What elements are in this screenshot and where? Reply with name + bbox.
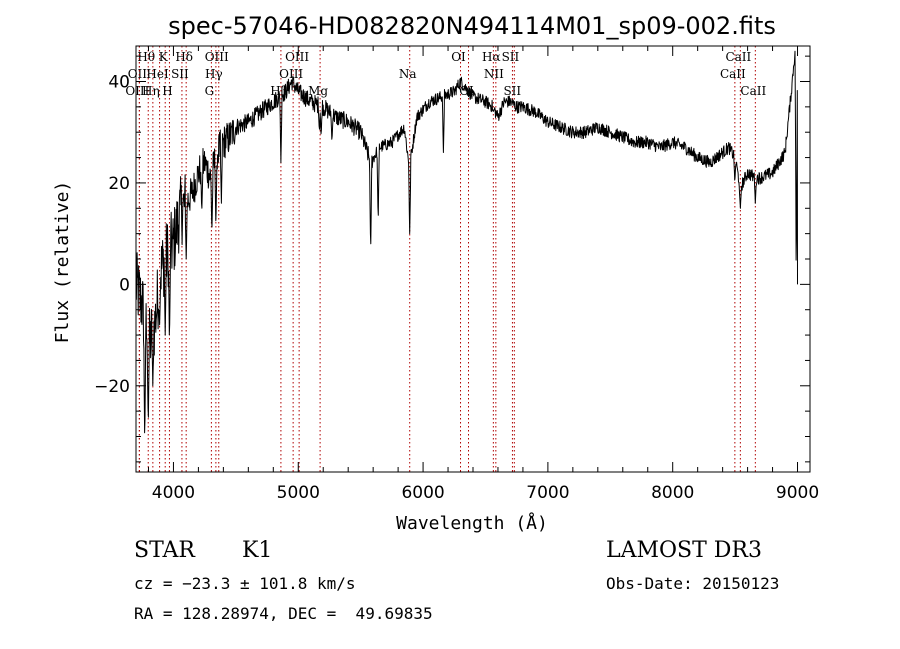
- axis-ticks: 4000 5000 6000 7000 8000 9000 −20 0 20 40: [94, 46, 819, 503]
- spectral-line-label-0: Hθ: [137, 50, 155, 64]
- subclass: K1: [242, 538, 273, 563]
- spectral-line-label-14: OIII: [279, 67, 303, 81]
- spectral-line-label-23: CaII: [725, 50, 751, 64]
- spectral-line-label-15: Mg: [308, 84, 328, 98]
- spectral-line-label-11: G: [205, 84, 215, 98]
- spectral-line-label-7: Hδ: [175, 50, 193, 64]
- x-tick-label-2: 6000: [401, 483, 444, 503]
- spectral-line-label-19: Hα: [482, 50, 501, 64]
- coordinates: RA = 128.28974, DEC = 49.69835: [134, 604, 433, 623]
- spectrum-curve: [135, 50, 798, 434]
- spectral-line-label-13: OIII: [285, 50, 309, 64]
- spectral-line-label-3: K: [159, 50, 169, 64]
- survey-name: LAMOST DR3: [606, 538, 762, 563]
- spectral-line-label-5: HeI: [146, 67, 169, 81]
- spectral-line-label-22: SII: [503, 84, 521, 98]
- spectral-line-label-24: CaII: [720, 67, 746, 81]
- spectral-line-label-21: SII: [502, 50, 520, 64]
- redshift-cz: cz = −23.3 ± 101.8 km/s: [134, 574, 356, 593]
- spectral-line-label-2: OIII: [125, 84, 149, 98]
- x-tick-label-1: 5000: [277, 483, 320, 503]
- x-tick-label-5: 9000: [776, 483, 819, 503]
- spectral-line-label-16: Na: [399, 67, 417, 81]
- plot-frame: [135, 45, 811, 473]
- obs-date: Obs-Date: 20150123: [606, 574, 780, 593]
- y-tick-label-3: 40: [108, 73, 130, 93]
- spectral-line-label-20: NII: [484, 67, 504, 81]
- x-axis-label: Wavelength (Å): [396, 512, 548, 534]
- spectral-line-label-1: OII: [128, 67, 148, 81]
- y-tick-label-0: −20: [94, 377, 130, 397]
- spectrum-line: [135, 50, 798, 434]
- y-tick-label-1: 0: [119, 275, 130, 295]
- spectral-line-label-25: CaII: [740, 84, 766, 98]
- spectral-line-label-8: SII: [171, 67, 189, 81]
- spectral-line-label-4: Hη: [142, 84, 160, 98]
- chart-title: spec-57046-HD082820N494114M01_sp09-002.f…: [168, 12, 776, 40]
- y-tick-label-2: 20: [108, 174, 130, 194]
- spectral-line-label-17: OI: [451, 50, 466, 64]
- spectral-line-label-6: H: [162, 84, 172, 98]
- object-class: STAR: [134, 538, 195, 563]
- y-axis-label: Flux (relative): [52, 181, 73, 344]
- x-tick-label-3: 7000: [526, 483, 569, 503]
- x-tick-label-4: 8000: [651, 483, 694, 503]
- spectral-line-label-9: OIII: [205, 50, 229, 64]
- x-tick-label-0: 4000: [152, 483, 195, 503]
- spectral-line-label-10: Hγ: [205, 67, 223, 81]
